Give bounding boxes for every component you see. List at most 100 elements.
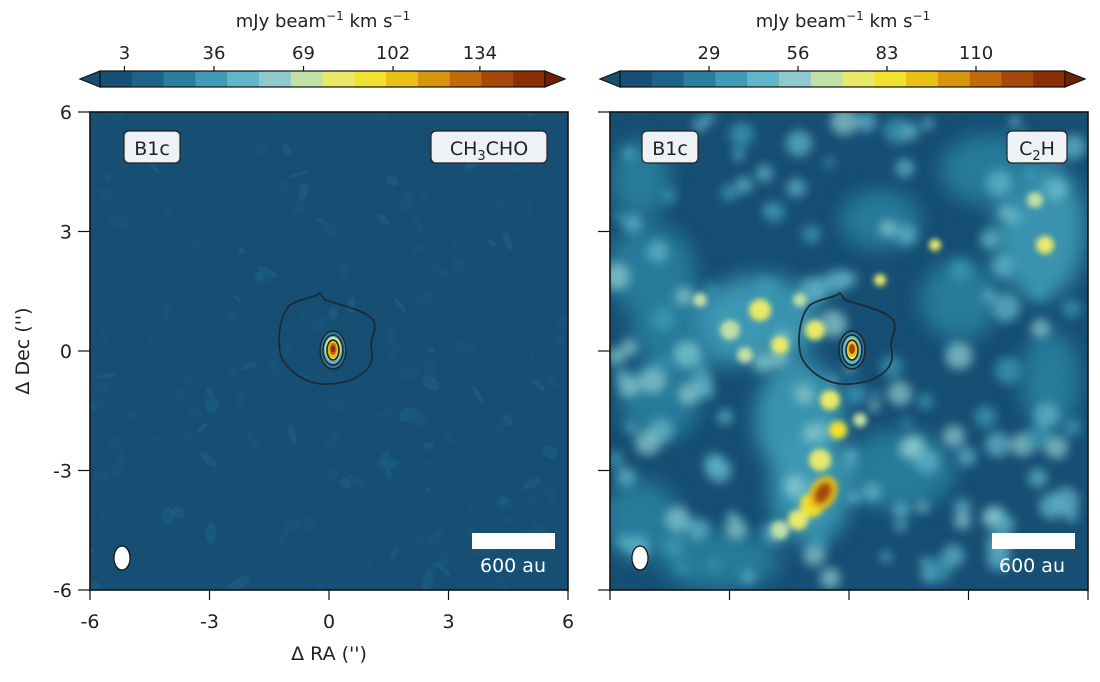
colorbar-1-max-arrow — [544, 70, 567, 88]
emission-clump — [1038, 493, 1065, 520]
noise-blob — [417, 459, 435, 466]
colorbar-2-min-arrow — [598, 70, 621, 88]
emission-clump — [957, 446, 977, 467]
colorbar-2-segment — [1033, 71, 1066, 87]
emission-clump — [984, 431, 1011, 458]
noise-blob — [299, 314, 308, 324]
emission-clump — [1034, 402, 1060, 428]
emission-clump — [809, 533, 828, 552]
bright-clump — [720, 320, 740, 340]
noise-blob — [450, 257, 464, 271]
panel-1-axes: -6 -3 0 3 6 6 3 0 -3 -6 — [53, 102, 574, 633]
emission-clump — [717, 409, 733, 425]
emission-clump — [732, 148, 745, 161]
noise-blob — [529, 351, 536, 360]
y-tick-label: 0 — [60, 341, 72, 363]
colorbar-1-min-arrow — [78, 70, 101, 88]
bright-clump — [853, 413, 867, 427]
colorbar-1-tick-label: 36 — [203, 43, 226, 64]
emission-clump — [842, 448, 859, 465]
noise-blob — [258, 420, 267, 430]
colorbar-1-label: mJy beam−1 km s−1 — [236, 9, 410, 32]
bright-clump — [874, 274, 886, 286]
colorbar-2-segment — [1001, 71, 1034, 87]
panel-1-map: B1c CH3CHO 600 au -6 -3 0 3 6 6 3 0 -3 -6 Δ RA ('… — [12, 102, 574, 665]
y-tick-label: 6 — [60, 102, 72, 124]
emission-clump — [668, 513, 688, 533]
noise-blob — [204, 397, 219, 414]
noise-blob — [491, 198, 510, 208]
bright-clump — [829, 421, 847, 439]
noise-blob — [240, 362, 258, 371]
colorbar-1: mJy beam−1 km s−1 3 36 69 102 134 — [78, 9, 567, 88]
noise-blob — [416, 289, 433, 306]
emission-clump — [661, 188, 676, 203]
noise-blob — [467, 504, 474, 512]
emission-clump — [921, 117, 934, 130]
emission-clump — [610, 450, 624, 468]
noise-blob — [376, 213, 390, 226]
noise-blob — [279, 179, 290, 192]
noise-blob — [450, 240, 457, 247]
noise-blob — [316, 218, 324, 223]
noise-blob — [181, 430, 192, 439]
emission-clump — [1025, 424, 1052, 451]
noise-blob — [454, 340, 476, 354]
noise-blob — [325, 468, 339, 480]
colorbar-2-segment — [937, 71, 971, 87]
noise-blob — [495, 575, 509, 590]
colorbar-1-segment — [481, 71, 514, 87]
colorbar-1-segment — [131, 71, 165, 87]
emission-region — [1020, 330, 1080, 430]
emission-clump — [686, 518, 710, 542]
emission-clump — [725, 518, 747, 540]
bright-clump — [737, 347, 753, 363]
noise-blob — [388, 345, 399, 361]
noise-blob — [486, 239, 497, 248]
noise-blob — [512, 557, 527, 570]
noise-blob — [323, 431, 339, 451]
noise-blob — [328, 306, 338, 320]
emission-clump — [1062, 299, 1082, 319]
emission-clump — [981, 289, 996, 303]
emission-clump — [720, 184, 738, 202]
noise-blob — [472, 386, 484, 404]
emission-clump — [895, 158, 915, 178]
panel-2-contours — [798, 291, 896, 385]
colorbar-1-tick-label: 102 — [376, 43, 410, 64]
emission-clump — [892, 501, 910, 519]
emission-clump — [707, 558, 720, 571]
noise-blob — [197, 422, 209, 433]
noise-blob — [502, 232, 513, 251]
noise-blob — [116, 450, 126, 469]
emission-clump — [794, 384, 814, 405]
emission-clump — [615, 466, 636, 488]
noise-blob — [226, 584, 232, 590]
emission-clump — [870, 389, 882, 400]
colorbar-1-segment — [386, 71, 419, 87]
panel-2-beam-ellipse — [631, 545, 649, 571]
panel-2-scale-bar-label: 600 au — [999, 555, 1065, 577]
noise-blob — [145, 182, 155, 190]
bright-clump — [929, 239, 941, 251]
colorbar-2-tick-label: 110 — [959, 43, 993, 64]
noise-blob — [339, 478, 352, 489]
emission-clump — [729, 122, 754, 147]
colorbar-1-ticks: 3 36 69 102 134 — [119, 43, 497, 71]
noise-blob — [385, 325, 397, 346]
emission-clump — [974, 405, 997, 429]
noise-blob — [423, 361, 437, 376]
noise-blob — [453, 564, 461, 571]
noise-blob — [498, 495, 509, 506]
noise-blob — [394, 298, 406, 313]
emission-clump — [1023, 167, 1038, 183]
emission-clump — [676, 346, 698, 369]
noise-blob — [326, 400, 346, 412]
noise-blob — [269, 360, 281, 379]
panel-1-contours — [278, 291, 376, 385]
emission-clump — [693, 117, 708, 132]
emission-clump — [646, 240, 669, 263]
noise-blob — [493, 415, 511, 434]
noise-blob — [278, 528, 289, 544]
emission-clump — [610, 262, 631, 291]
